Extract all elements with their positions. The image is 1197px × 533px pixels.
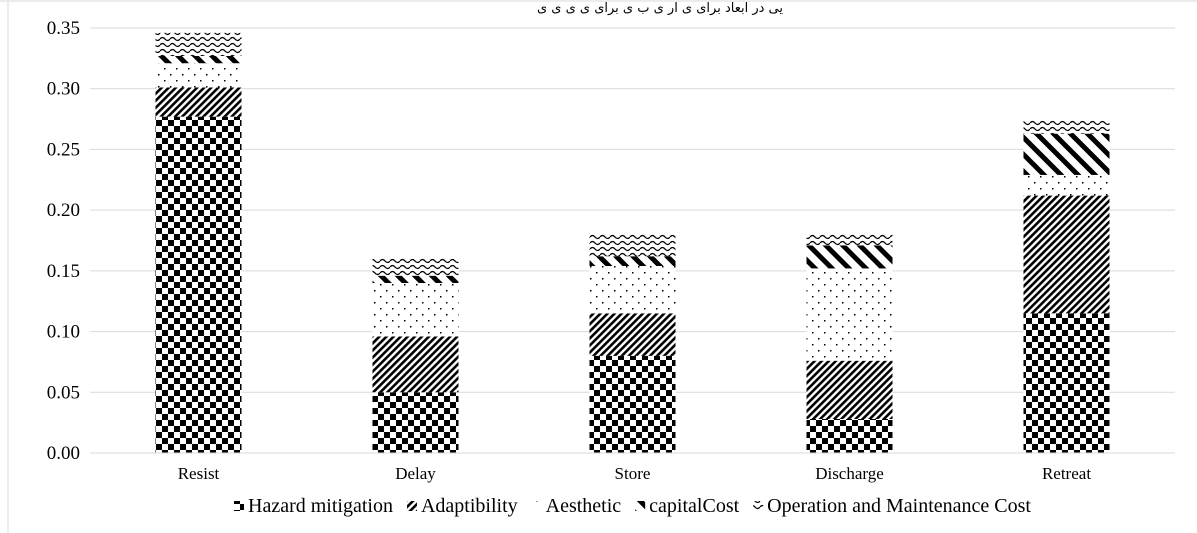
bar-segment-dots [372, 283, 459, 337]
bar-segment-diagonal-dense [589, 313, 676, 356]
legend-item: Aesthetic [531, 495, 622, 517]
y-tick-label: 0.05 [47, 382, 80, 403]
bar-segment-checker [589, 355, 676, 453]
bar-segment-diagonal-wide [372, 275, 459, 283]
bar-segment-checker [806, 419, 893, 453]
bar-segment-waves [589, 234, 676, 257]
legend-label: Operation and Maintenance Cost [767, 495, 1031, 517]
legend-swatch [753, 501, 764, 511]
category-label: Delay [395, 464, 436, 483]
bar-segment-checker [372, 392, 459, 453]
bar-segment-waves [806, 234, 893, 246]
category-label: Retreat [1042, 464, 1091, 483]
bar-segment-waves [1023, 119, 1110, 134]
legend-item: Operation and Maintenance Cost [753, 495, 1031, 517]
bar-segment-checker [1023, 313, 1110, 453]
y-axis: 0.00 0.05 0.10 0.15 0.20 0.25 0.30 0.35 [47, 18, 80, 464]
bar-segment-diagonal-wide [589, 256, 676, 266]
y-tick-label: 0.30 [47, 79, 80, 100]
bar-segment-diagonal-wide [806, 245, 893, 269]
y-tick-label: 0.15 [47, 261, 80, 282]
bar-segment-diagonal-dense [155, 87, 242, 117]
bars [155, 32, 1110, 454]
category-label: Resist [178, 464, 220, 483]
bar-segment-diagonal-dense [372, 336, 459, 393]
legend-label: capitalCost [649, 495, 739, 517]
x-axis: Resist Delay Store Discharge Retreat [178, 464, 1092, 483]
bar-segment-dots [806, 268, 893, 361]
legend-item: Hazard mitigation [234, 495, 393, 517]
y-tick-label: 0.35 [47, 18, 80, 39]
legend-swatch [635, 501, 646, 511]
legend-item: Adaptibility [406, 495, 518, 517]
y-tick-label: 0.00 [47, 443, 80, 464]
y-tick-label: 0.10 [47, 322, 80, 343]
header-text: یی در ابعاد برای ی ار ی ب ی برای ی ی ی ی [537, 1, 783, 16]
y-tick-label: 0.20 [47, 200, 80, 221]
category-label: Store [615, 464, 651, 483]
legend-swatch [531, 501, 542, 511]
bar-segment-diagonal-wide [1023, 133, 1110, 175]
category-label: Discharge [815, 464, 884, 483]
bar-segment-waves [155, 32, 242, 56]
legend-label: Adaptibility [421, 495, 518, 517]
bar-segment-dots [155, 63, 242, 88]
bar-segment-diagonal-dense [806, 360, 893, 419]
bar-segment-dots [1023, 174, 1110, 196]
bar-segment-dots [589, 266, 676, 314]
legend-label: Aesthetic [546, 495, 622, 517]
bar-segment-diagonal-dense [1023, 195, 1110, 314]
bar-segment-waves [372, 258, 459, 276]
legend: Hazard mitigation Adaptibility Aesthetic ca… [234, 495, 1031, 517]
legend-label: Hazard mitigation [248, 495, 393, 517]
bar-segment-diagonal-wide [155, 55, 242, 64]
legend-swatch [406, 501, 417, 511]
bar-segment-checker [155, 116, 242, 454]
y-tick-label: 0.25 [47, 139, 80, 160]
legend-item: capitalCost [635, 495, 740, 517]
legend-swatch [234, 501, 245, 511]
